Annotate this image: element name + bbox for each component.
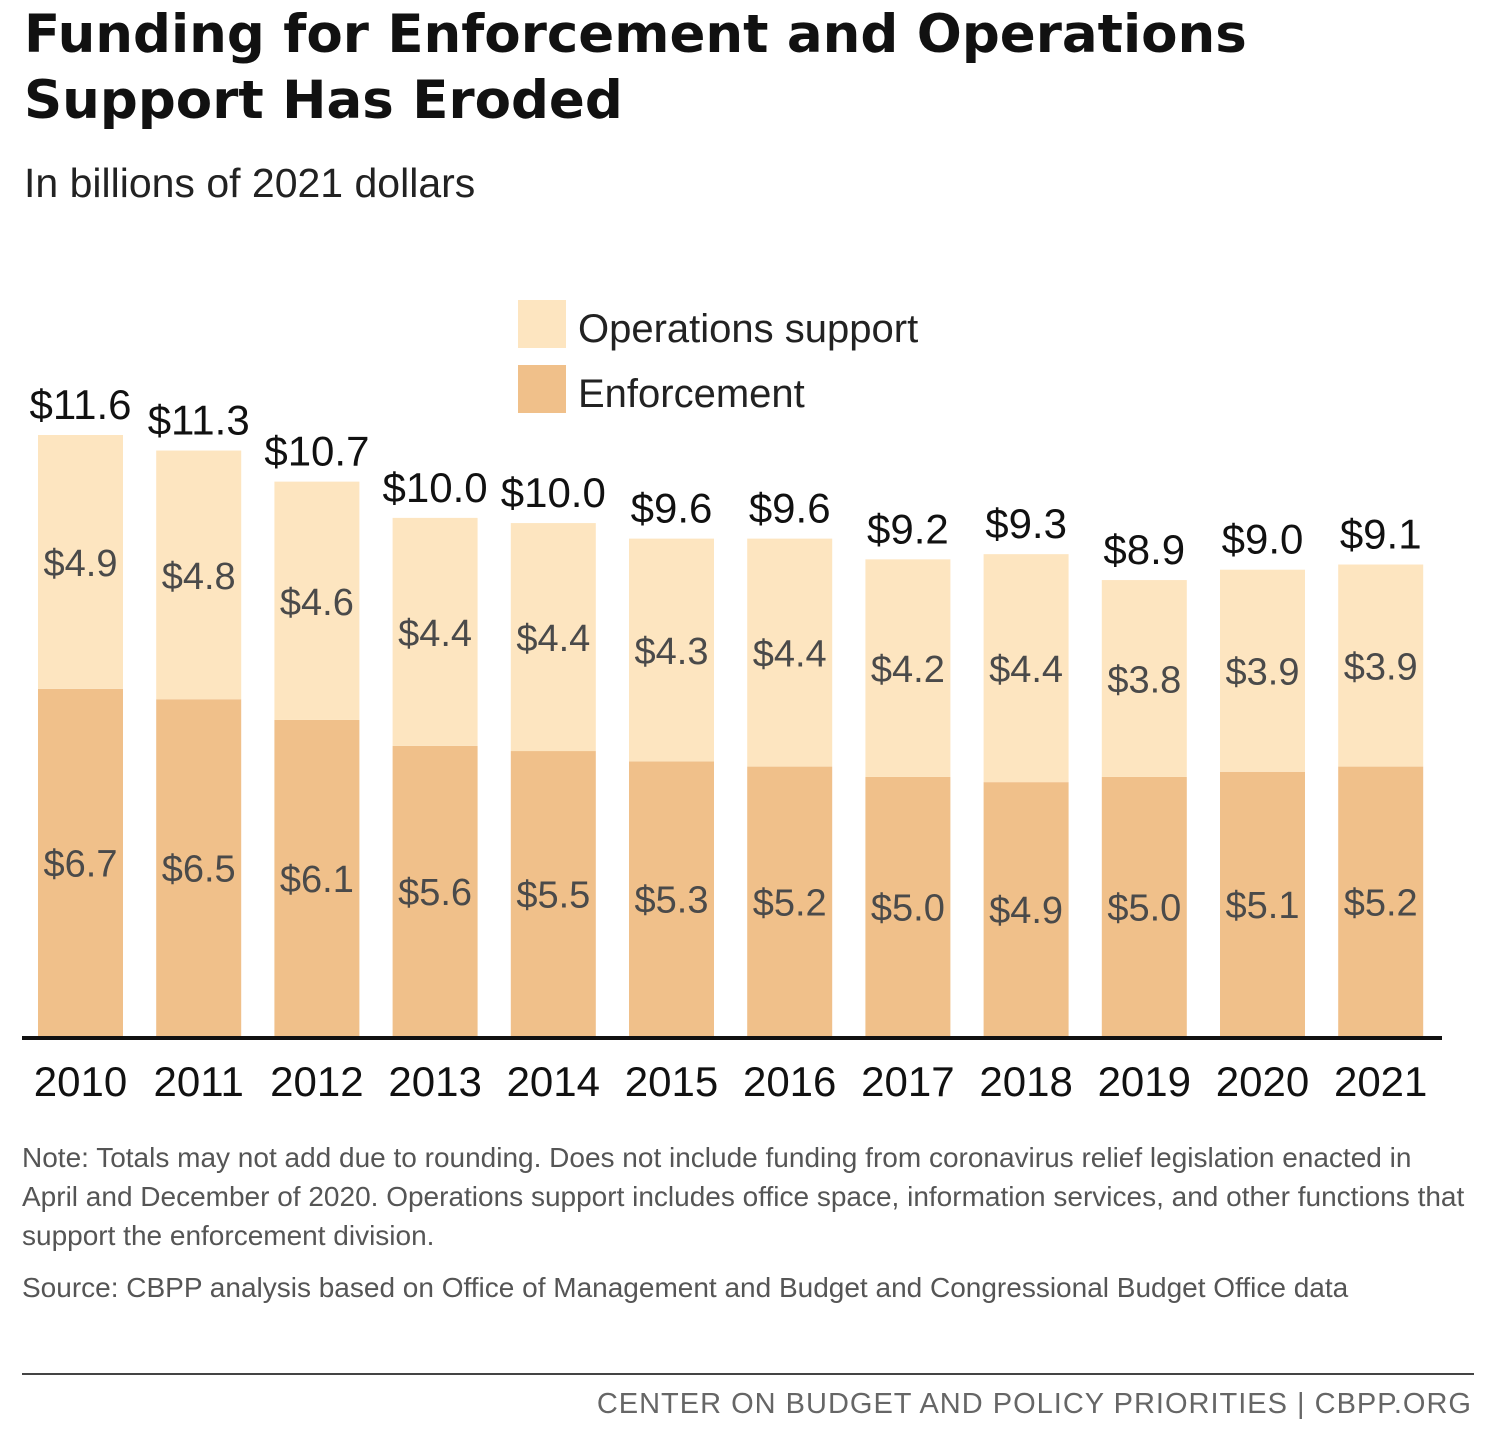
data-label-enforcement-2019: $5.0: [1107, 887, 1181, 929]
footer-credit: CENTER ON BUDGET AND POLICY PRIORITIES |…: [596, 1388, 1472, 1420]
data-label-enforcement-2013: $5.6: [398, 872, 472, 914]
legend-swatch-operations-support: [518, 300, 566, 348]
data-label-operations-support-2010: $4.9: [44, 543, 118, 585]
data-label-operations-support-2017: $4.2: [871, 649, 945, 691]
x-tick-label-2011: 2011: [154, 1058, 244, 1105]
bar-operations-support-2012: [274, 481, 360, 720]
bar-operations-support-2020: [1220, 569, 1305, 772]
data-label-operations-support-2019: $3.8: [1107, 660, 1181, 702]
data-label-enforcement-2018: $4.9: [989, 890, 1063, 932]
bar-operations-support-2021: [1338, 564, 1424, 767]
data-label-total-2016: $9.6: [749, 485, 831, 532]
bar-operations-support-2015: [629, 538, 714, 762]
bars-layer: $6.7 $4.9 $11.6 2010 $6.5 $4.8 $11.3 2011 $6.1 $4…: [30, 381, 1428, 1105]
data-label-enforcement-2014: $5.5: [516, 875, 590, 917]
bar-operations-support-2013: [392, 517, 478, 746]
bar-operations-support-2014: [510, 523, 596, 752]
chart-title: Funding for Enforcement and Operations S…: [24, 4, 1247, 131]
bar-operations-support-2017: [865, 559, 951, 777]
x-tick-label-2014: 2014: [507, 1058, 600, 1105]
data-label-total-2012: $10.7: [264, 428, 369, 475]
data-label-operations-support-2014: $4.4: [516, 618, 590, 660]
bar-enforcement-2018: [983, 782, 1069, 1036]
bar-enforcement-2015: [629, 761, 714, 1036]
x-tick-label-2020: 2020: [1216, 1058, 1309, 1105]
x-tick-label-2017: 2017: [861, 1058, 954, 1105]
legend-swatch-enforcement: [518, 365, 566, 413]
chart-subtitle: In billions of 2021 dollars: [24, 160, 476, 206]
x-tick-label-2010: 2010: [34, 1058, 127, 1105]
data-label-operations-support-2012: $4.6: [280, 582, 354, 624]
data-label-enforcement-2011: $6.5: [162, 849, 236, 891]
bar-operations-support-2018: [983, 554, 1069, 783]
data-label-enforcement-2012: $6.1: [280, 859, 354, 901]
legend-label-operations-support: Operations support: [578, 307, 918, 351]
data-label-operations-support-2021: $3.9: [1344, 647, 1418, 689]
bar-operations-support-2010: [38, 435, 123, 689]
bar-enforcement-2014: [510, 751, 596, 1036]
stacked-bar-chart: Operations support Enforcement $6.7$4.9$…: [22, 300, 1442, 1105]
x-tick-label-2013: 2013: [388, 1058, 481, 1105]
bar-enforcement-2017: [865, 776, 951, 1036]
data-label-operations-support-2011: $4.8: [162, 556, 236, 598]
bar-enforcement-2011: [156, 699, 242, 1036]
bar-enforcement-2010: [38, 688, 123, 1036]
bar-enforcement-2012: [274, 719, 360, 1036]
data-label-total-2021: $9.1: [1340, 511, 1422, 558]
legend: Operations support Enforcement: [518, 300, 918, 416]
bar-operations-support-2016: [747, 538, 833, 767]
bar-enforcement-2019: [1101, 776, 1187, 1036]
data-label-enforcement-2021: $5.2: [1344, 882, 1418, 924]
data-label-total-2020: $9.0: [1222, 516, 1304, 563]
footer-divider: [22, 1373, 1474, 1375]
data-label-total-2017: $9.2: [867, 505, 949, 552]
x-tick-label-2021: 2021: [1334, 1058, 1427, 1105]
data-label-total-2019: $8.9: [1103, 526, 1185, 573]
data-label-total-2013: $10.0: [383, 464, 488, 511]
bar-enforcement-2020: [1220, 771, 1305, 1036]
x-tick-label-2015: 2015: [625, 1058, 718, 1105]
data-label-total-2015: $9.6: [631, 485, 713, 532]
data-label-enforcement-2010: $6.7: [44, 843, 118, 885]
data-label-operations-support-2013: $4.4: [398, 613, 472, 655]
data-label-total-2018: $9.3: [985, 500, 1067, 547]
data-label-total-2010: $11.6: [30, 381, 132, 428]
bar-enforcement-2016: [747, 766, 833, 1036]
chart-note: Note: Totals may not add due to rounding…: [22, 1142, 1465, 1251]
data-label-enforcement-2017: $5.0: [871, 887, 945, 929]
chart-source: Source: CBPP analysis based on Office of…: [22, 1272, 1349, 1303]
data-label-enforcement-2020: $5.1: [1226, 885, 1300, 927]
bar-enforcement-2013: [392, 745, 478, 1036]
data-label-operations-support-2020: $3.9: [1226, 652, 1300, 694]
data-label-operations-support-2018: $4.4: [989, 649, 1063, 691]
data-label-total-2014: $10.0: [501, 469, 606, 516]
bar-enforcement-2021: [1338, 766, 1424, 1036]
x-tick-label-2016: 2016: [743, 1058, 836, 1105]
x-tick-label-2019: 2019: [1098, 1058, 1191, 1105]
data-label-enforcement-2016: $5.2: [753, 882, 827, 924]
data-label-operations-support-2016: $4.4: [753, 634, 827, 676]
bar-operations-support-2011: [156, 450, 242, 700]
legend-label-enforcement: Enforcement: [578, 372, 805, 416]
bar-operations-support-2019: [1101, 580, 1187, 777]
data-label-enforcement-2015: $5.3: [635, 880, 709, 922]
x-tick-label-2018: 2018: [979, 1058, 1072, 1105]
x-tick-label-2012: 2012: [270, 1058, 363, 1105]
data-label-operations-support-2015: $4.3: [635, 631, 709, 673]
data-label-total-2011: $11.3: [148, 397, 250, 444]
